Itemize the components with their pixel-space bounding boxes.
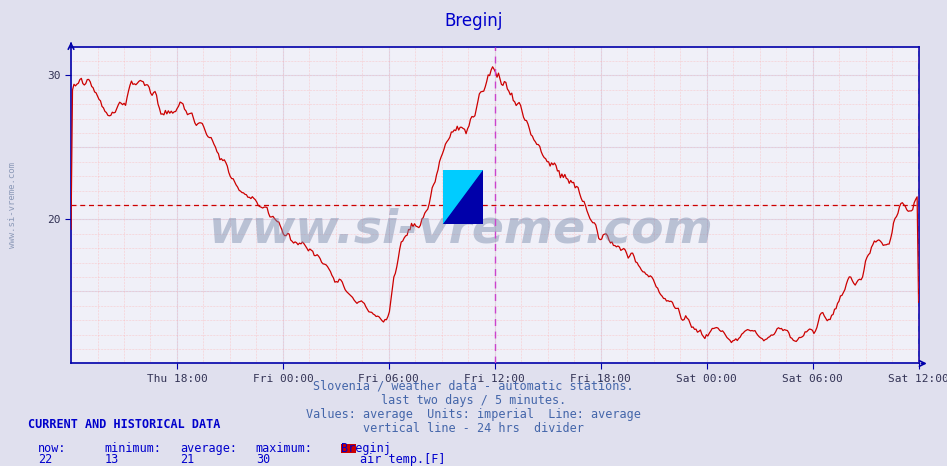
- Polygon shape: [443, 170, 483, 224]
- Text: air temp.[F]: air temp.[F]: [360, 453, 445, 466]
- Text: average:: average:: [180, 442, 237, 455]
- Text: www.si-vreme.com: www.si-vreme.com: [8, 162, 17, 248]
- Text: last two days / 5 minutes.: last two days / 5 minutes.: [381, 394, 566, 407]
- Text: CURRENT AND HISTORICAL DATA: CURRENT AND HISTORICAL DATA: [28, 418, 221, 431]
- Text: 21: 21: [180, 453, 194, 466]
- Polygon shape: [443, 170, 483, 224]
- Text: vertical line - 24 hrs  divider: vertical line - 24 hrs divider: [363, 422, 584, 435]
- Text: 13: 13: [104, 453, 118, 466]
- Text: Slovenia / weather data - automatic stations.: Slovenia / weather data - automatic stat…: [313, 380, 634, 393]
- Text: Values: average  Units: imperial  Line: average: Values: average Units: imperial Line: av…: [306, 408, 641, 421]
- Text: 22: 22: [38, 453, 52, 466]
- Text: now:: now:: [38, 442, 66, 455]
- Text: maximum:: maximum:: [256, 442, 313, 455]
- Text: 30: 30: [256, 453, 270, 466]
- Text: minimum:: minimum:: [104, 442, 161, 455]
- Text: Breginj: Breginj: [444, 12, 503, 30]
- Text: www.si-vreme.com: www.si-vreme.com: [208, 208, 713, 253]
- Text: Breginj: Breginj: [341, 442, 391, 455]
